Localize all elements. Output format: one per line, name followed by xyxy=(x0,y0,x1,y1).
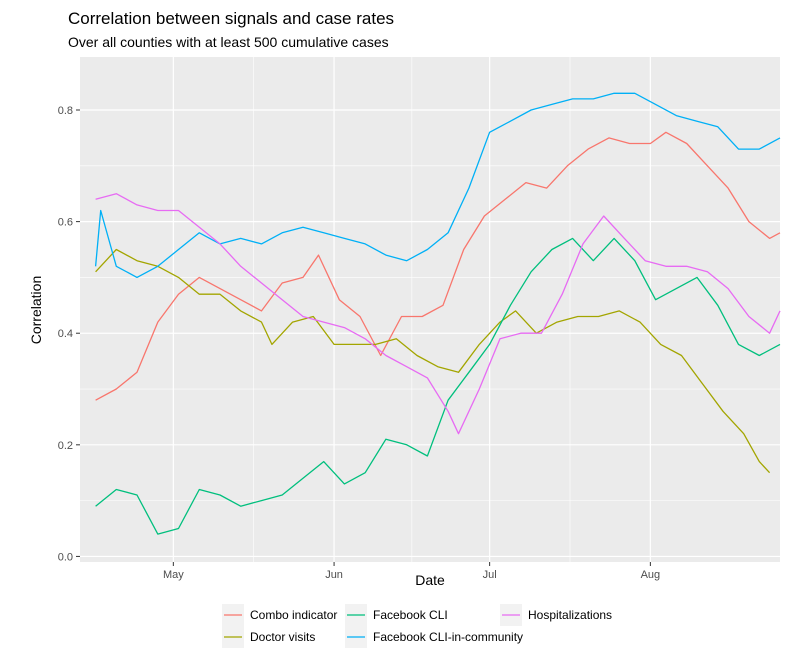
x-tick-label: Jul xyxy=(483,569,497,581)
x-axis-title: Date xyxy=(415,572,445,588)
minor-gridlines xyxy=(80,57,780,562)
legend-label-combo-indicator: Combo indicator xyxy=(250,608,337,622)
y-axis: 0.0 0.2 0.4 0.6 0.8 xyxy=(58,105,80,563)
series-line-facebook-cli xyxy=(95,237,781,535)
legend-label-facebook-cli-in-community: Facebook CLI-in-community xyxy=(373,630,523,644)
plot-panel xyxy=(80,57,780,562)
series-line-doctor-visits xyxy=(95,248,771,474)
x-axis: May Jun Jul Aug xyxy=(163,562,660,581)
series-line-facebook-cli-in-community xyxy=(94,92,781,279)
y-axis-title: Correlation xyxy=(28,276,44,344)
y-tick-label: 0.2 xyxy=(58,440,73,452)
series-line-combo-indicator xyxy=(95,131,781,401)
y-tick-label: 0.6 xyxy=(58,217,73,229)
x-tick-label: Jun xyxy=(325,569,343,581)
chart-subtitle: Over all counties with at least 500 cumu… xyxy=(68,34,389,50)
y-tick-label: 0.0 xyxy=(58,551,73,563)
series-line-hospitalizations xyxy=(95,193,781,435)
y-tick-label: 0.8 xyxy=(58,105,73,117)
x-tick-label: Aug xyxy=(641,569,661,581)
series-lines xyxy=(94,92,781,535)
legend: Combo indicator Doctor visits Facebook CLI… xyxy=(222,604,612,648)
legend-label-facebook-cli: Facebook CLI xyxy=(373,608,448,622)
y-tick-label: 0.4 xyxy=(58,328,73,340)
legend-label-hospitalizations: Hospitalizations xyxy=(528,608,612,622)
chart-title: Correlation between signals and case rat… xyxy=(68,9,394,28)
legend-label-doctor-visits: Doctor visits xyxy=(250,630,315,644)
x-tick-label: May xyxy=(163,569,184,581)
major-gridlines xyxy=(80,57,780,562)
